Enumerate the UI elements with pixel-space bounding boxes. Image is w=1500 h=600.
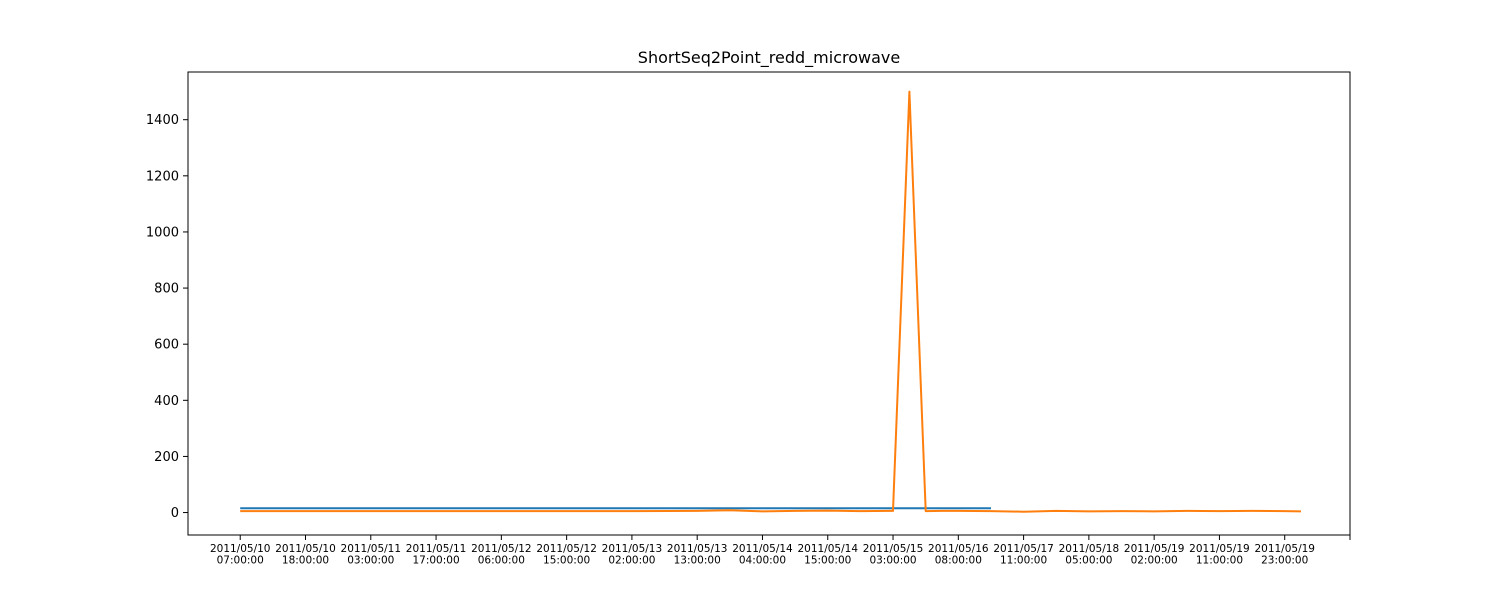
x-tick-label: 2011/05/13 [667, 543, 728, 555]
x-tick-label: 2011/05/19 [1189, 543, 1250, 555]
x-tick-label: 2011/05/18 [1059, 543, 1120, 555]
y-tick-label: 200 [154, 450, 179, 465]
x-tick-label: 03:00:00 [869, 555, 916, 567]
x-tick-label: 2011/05/14 [797, 543, 858, 555]
x-tick-label: 2011/05/10 [210, 543, 271, 555]
x-tick-label: 13:00:00 [674, 555, 721, 567]
x-tick-label: 04:00:00 [739, 555, 786, 567]
x-tick-label: 15:00:00 [804, 555, 851, 567]
x-tick-label: 07:00:00 [217, 555, 264, 567]
x-tick-label: 06:00:00 [478, 555, 525, 567]
x-tick-label: 2011/05/14 [732, 543, 793, 555]
y-tick-label: 600 [154, 338, 179, 353]
y-tick-label: 800 [154, 282, 179, 297]
x-tick-label: 18:00:00 [282, 555, 329, 567]
x-tick-label: 15:00:00 [543, 555, 590, 567]
y-tick-label: 400 [154, 394, 179, 409]
y-tick-label: 0 [171, 506, 179, 521]
x-tick-label: 2011/05/15 [863, 543, 924, 555]
x-tick-label: 17:00:00 [412, 555, 459, 567]
x-tick-label: 2011/05/13 [602, 543, 663, 555]
x-tick-label: 2011/05/12 [536, 543, 597, 555]
y-tick-label: 1400 [146, 113, 179, 128]
x-tick-label: 2011/05/11 [406, 543, 467, 555]
y-tick-label: 1000 [146, 225, 179, 240]
plot-frame [187, 71, 1351, 536]
x-tick-label: 08:00:00 [935, 555, 982, 567]
x-tick-label: 23:00:00 [1261, 555, 1308, 567]
series-layer [240, 90, 1302, 513]
x-tick-label: 11:00:00 [1000, 555, 1047, 567]
x-tick-label: 2011/05/17 [993, 543, 1054, 555]
x-tick-label: 2011/05/16 [928, 543, 989, 555]
y-axis: 0 200 400 600 800 1000 1200 1400 [146, 113, 188, 521]
x-tick-label: 2011/05/11 [341, 543, 402, 555]
chart-title: ShortSeq2Point_redd_microwave [638, 48, 900, 68]
x-tick-label: 11:00:00 [1196, 555, 1243, 567]
x-tick-label: 03:00:00 [347, 555, 394, 567]
x-tick-label: 2011/05/10 [275, 543, 336, 555]
x-tick-label: 2011/05/12 [471, 543, 532, 555]
x-tick-label: 2011/05/19 [1124, 543, 1185, 555]
x-tick-label: 02:00:00 [1131, 555, 1178, 567]
x-tick-label: 05:00:00 [1065, 555, 1112, 567]
x-axis: 2011/05/1007:00:002011/05/1018:00:002011… [210, 535, 1351, 567]
y-tick-label: 1200 [146, 169, 179, 184]
series-line-2 [240, 90, 1302, 513]
x-tick-label: 2011/05/19 [1254, 543, 1315, 555]
x-tick-label: 02:00:00 [608, 555, 655, 567]
